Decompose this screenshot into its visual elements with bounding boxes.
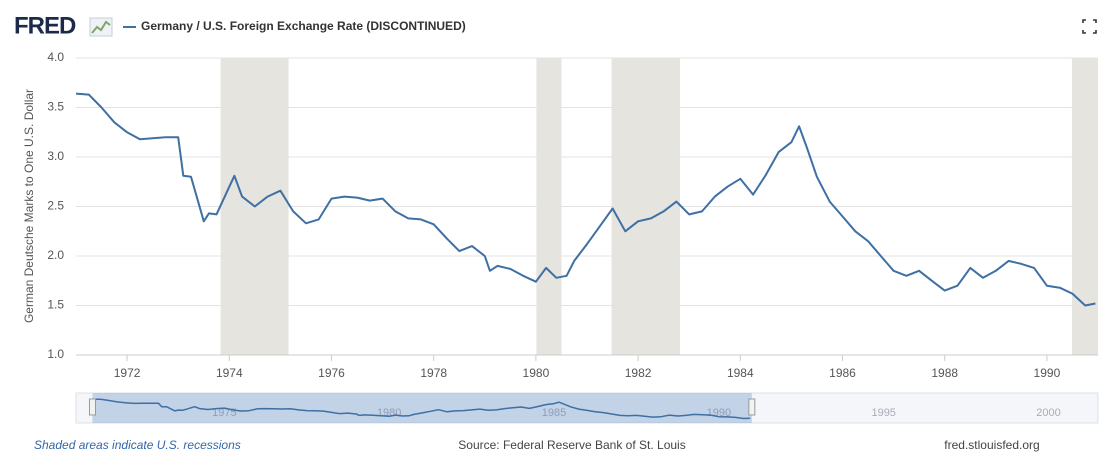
navigator-handle[interactable] xyxy=(748,398,756,416)
navigator-window xyxy=(92,393,752,423)
navigator-background xyxy=(75,392,1099,424)
x-tick-label: 1990 xyxy=(1034,366,1061,380)
x-tick-label: 1988 xyxy=(931,366,958,380)
y-tick-label: 3.5 xyxy=(47,100,64,114)
x-tick-label: 1976 xyxy=(318,366,345,380)
logo: FRED xyxy=(14,12,76,39)
logo-icon xyxy=(89,17,113,37)
y-tick-label: 3.0 xyxy=(47,149,64,163)
fullscreen-icon[interactable] xyxy=(1082,19,1097,34)
x-tick-label: 1984 xyxy=(727,366,754,380)
site-link[interactable]: fred.stlouisfed.org xyxy=(944,438,1039,452)
x-tick-label: 1986 xyxy=(829,366,856,380)
navigator-tick-label: 1995 xyxy=(871,407,895,419)
x-tick-label: 1972 xyxy=(114,366,141,380)
navigator-handle[interactable] xyxy=(88,398,96,416)
y-axis-label: German Deutsche Marks to One U.S. Dollar xyxy=(22,89,36,323)
series-line xyxy=(75,92,1096,307)
y-tick-label: 2.5 xyxy=(47,199,64,213)
navigator-line xyxy=(92,398,751,420)
footnote: Shaded areas indicate U.S. recessions xyxy=(34,438,241,452)
y-tick-label: 1.5 xyxy=(47,298,64,312)
source: Source: Federal Reserve Bank of St. Loui… xyxy=(458,438,685,452)
x-tick-label: 1982 xyxy=(625,366,652,380)
y-tick-label: 1.0 xyxy=(47,347,64,361)
y-tick-label: 2.0 xyxy=(47,248,64,262)
navigator-tick-label: 2000 xyxy=(1036,407,1060,419)
x-tick-label: 1980 xyxy=(523,366,550,380)
navigator-tick-label: 1985 xyxy=(542,407,566,419)
x-tick-label: 1974 xyxy=(216,366,243,380)
x-tick-label: 1978 xyxy=(420,366,447,380)
y-tick-label: 4.0 xyxy=(47,50,64,64)
chart-title: Germany / U.S. Foreign Exchange Rate (DI… xyxy=(141,19,466,33)
